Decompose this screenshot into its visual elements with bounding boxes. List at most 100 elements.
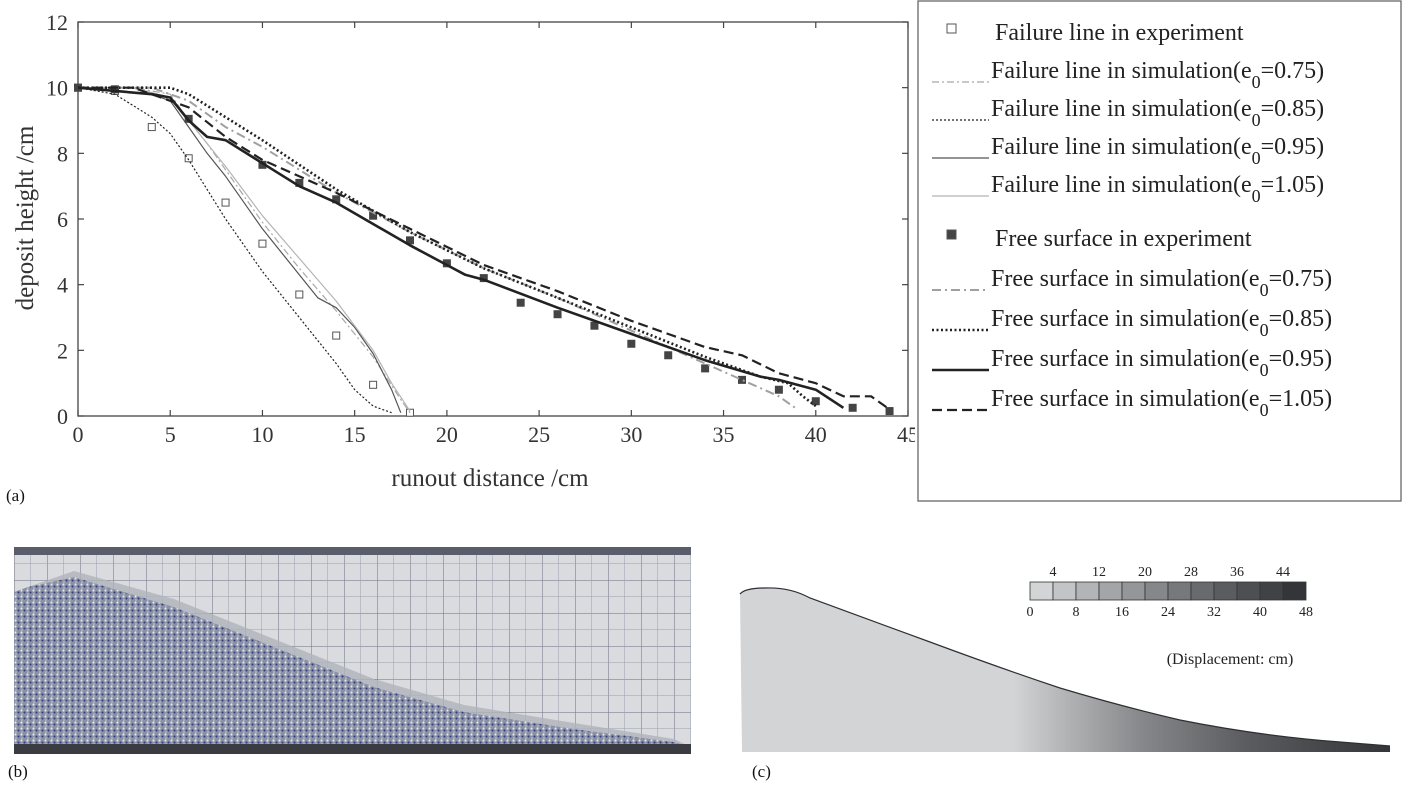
- x-tick-label-8: 40: [805, 422, 827, 447]
- colorbar-top-label-0: 4: [1050, 565, 1057, 580]
- y-tick-label-2: 4: [57, 273, 68, 298]
- x-tick-label-1: 5: [165, 422, 176, 447]
- colorbar-cell-8: [1213, 581, 1238, 601]
- colorbar-cell-5: [1144, 581, 1169, 601]
- colorbar-cell-0: [1029, 581, 1054, 601]
- y-tick-label-6: 12: [46, 10, 68, 35]
- plot-frame: [77, 21, 909, 417]
- x-tick-label-4: 20: [436, 422, 458, 447]
- colorbar-cell-11: [1282, 581, 1307, 601]
- series-line-8: [77, 86, 845, 409]
- colorbar-bottom-label-4: 32: [1207, 605, 1221, 620]
- series-5-point-13: [627, 339, 636, 348]
- series-0-point-7: [332, 331, 341, 340]
- chart-a: 0 5 10 15 20 25 30 35 40 45 0 2 4 6 8 10 12 runout dista…: [12, 10, 915, 492]
- legend-label-6: Free surface in simulation(e0=0.75): [991, 266, 1332, 300]
- colorbar-cell-1: [1052, 581, 1077, 601]
- x-tick-label-0: 0: [73, 422, 84, 447]
- simulation-result: 4 12 20 28 36 44 0 8 16 24 32 40 48 (Displacement: c…: [739, 565, 1391, 752]
- colorbar-bottom-label-5: 40: [1253, 605, 1267, 620]
- colorbar-cell-6: [1167, 581, 1192, 601]
- series-5-point-17: [774, 385, 783, 394]
- legend: Failure line in experiment Failure line i…: [917, 0, 1402, 502]
- colorbar-bottom-label-3: 24: [1161, 605, 1175, 620]
- x-tick-label-9: 45: [897, 422, 915, 447]
- colorbar: 4 12 20 28 36 44 0 8 16 24 32 40 48: [1027, 565, 1314, 620]
- deposit-outline: [739, 587, 1391, 747]
- colorbar-top-label-1: 12: [1092, 565, 1106, 580]
- x-tick-label-7: 35: [713, 422, 735, 447]
- colorbar-top-label-2: 20: [1138, 565, 1152, 580]
- series-line-9: [78, 86, 891, 411]
- series-5-point-16: [738, 375, 746, 384]
- colorbar-cell-10: [1259, 581, 1284, 601]
- series-5-point-19: [848, 403, 857, 412]
- panel-label-c: (c): [752, 762, 771, 781]
- colorbar-bottom-label-6: 48: [1299, 605, 1313, 620]
- series-0-point-9: [406, 408, 414, 417]
- series-5-point-11: [553, 310, 562, 319]
- colorbar-bottom-label-0: 0: [1027, 605, 1034, 620]
- colorbar-cell-3: [1098, 581, 1123, 601]
- series-5-point-15: [701, 364, 710, 373]
- x-axis-label: runout distance /cm: [391, 465, 589, 492]
- series-0-point-2: [147, 123, 156, 132]
- series-5-point-12: [590, 321, 599, 330]
- legend-label-8: Free surface in simulation(e0=0.95): [991, 346, 1332, 380]
- legend-label-4: Failure line in simulation(e0=1.05): [991, 172, 1324, 206]
- experiment-photo: [14, 547, 691, 754]
- series-0-point-4: [221, 198, 230, 207]
- legend-label-7: Free surface in simulation(e0=0.85): [991, 306, 1332, 340]
- colorbar-top-label-3: 28: [1184, 565, 1198, 580]
- colorbar-top-label-4: 36: [1230, 565, 1244, 580]
- series-line-6: [78, 86, 798, 411]
- legend-label-2: Failure line in simulation(e0=0.85): [991, 96, 1324, 130]
- axes: 0 5 10 15 20 25 30 35 40 45 0 2 4 6 8 10 12: [46, 10, 915, 447]
- series-0-point-6: [295, 290, 304, 299]
- series-0-point-8: [369, 380, 378, 389]
- panel-label-b: (b): [8, 762, 28, 781]
- x-tick-label-2: 10: [251, 422, 273, 447]
- y-axis-label: deposit height /cm: [12, 125, 39, 310]
- legend-label-1: Failure line in simulation(e0=0.75): [991, 58, 1324, 92]
- y-tick-label-4: 8: [57, 141, 68, 166]
- series-5-point-14: [664, 351, 673, 360]
- series-5-point-20: [885, 407, 894, 416]
- granular-deposit: [14, 577, 691, 754]
- colorbar-cell-4: [1121, 581, 1146, 601]
- y-tick-label-0: 0: [57, 404, 68, 429]
- series-5-point-1: [110, 85, 119, 94]
- x-tick-label-3: 15: [344, 422, 366, 447]
- legend-marker-5: [946, 229, 957, 240]
- series-5-point-18: [811, 397, 820, 406]
- top-frame: [14, 547, 691, 555]
- series-0-point-5: [258, 239, 267, 248]
- colorbar-caption: (Displacement: cm): [1167, 651, 1294, 668]
- colorbar-top-label-5: 44: [1276, 565, 1290, 580]
- x-tick-label-5: 25: [528, 422, 550, 447]
- colorbar-bottom-label-2: 16: [1115, 605, 1129, 620]
- base-plate: [14, 744, 691, 754]
- series-line-2: [77, 87, 392, 414]
- legend-marker-0: [946, 23, 957, 34]
- colorbar-bottom-label-1: 8: [1073, 605, 1080, 620]
- legend-box: [917, 0, 1402, 502]
- colorbar-cell-2: [1075, 581, 1100, 601]
- series-line-3: [78, 87, 402, 413]
- panel-label-a: (a): [6, 486, 25, 505]
- legend-label-9: Free surface in simulation(e0=1.05): [991, 386, 1332, 420]
- colorbar-cell-9: [1236, 581, 1261, 601]
- simulated-deposit: [740, 587, 1390, 752]
- legend-label-5: Free surface in experiment: [995, 226, 1252, 252]
- legend-label-3: Failure line in simulation(e0=0.95): [991, 134, 1324, 168]
- y-tick-label-3: 6: [57, 207, 68, 232]
- series-5-point-10: [516, 298, 525, 307]
- series-0-point-3: [184, 154, 193, 163]
- colorbar-cell-7: [1190, 581, 1215, 601]
- y-tick-label-1: 2: [57, 338, 68, 363]
- series-line-1: [78, 87, 411, 414]
- y-tick-label-5: 10: [46, 76, 68, 101]
- x-tick-label-6: 30: [620, 422, 642, 447]
- legend-label-0: Failure line in experiment: [995, 20, 1244, 46]
- series-layer: [74, 83, 894, 417]
